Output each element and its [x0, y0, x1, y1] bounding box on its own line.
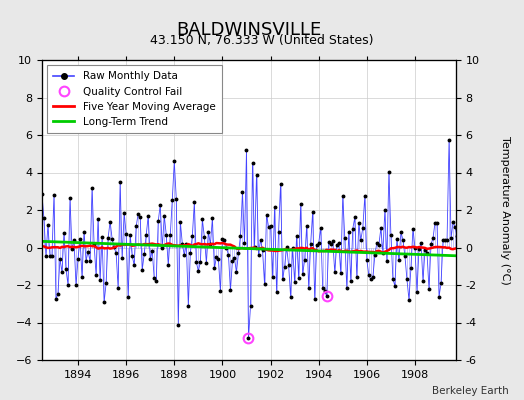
- Legend: Raw Monthly Data, Quality Control Fail, Five Year Moving Average, Long-Term Tren: Raw Monthly Data, Quality Control Fail, …: [47, 65, 222, 133]
- Y-axis label: Temperature Anomaly (°C): Temperature Anomaly (°C): [500, 136, 510, 284]
- Text: 43.150 N, 76.333 W (United States): 43.150 N, 76.333 W (United States): [150, 34, 374, 47]
- Title: BALDWINSVILLE: BALDWINSVILLE: [176, 21, 322, 39]
- Text: Berkeley Earth: Berkeley Earth: [432, 386, 508, 396]
